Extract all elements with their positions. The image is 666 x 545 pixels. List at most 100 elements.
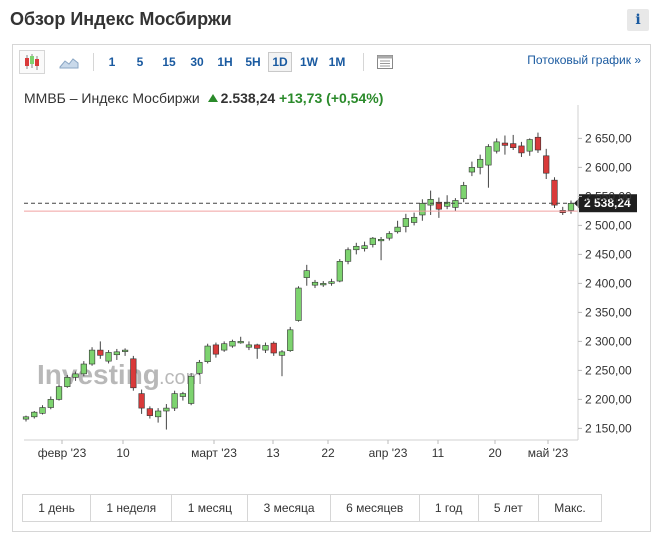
candle-body-up — [402, 218, 409, 227]
candle — [262, 342, 269, 353]
candle — [501, 135, 509, 155]
y-tick-label: 2 450,00 — [585, 247, 632, 261]
timeframe-1h[interactable]: 1H — [217, 55, 233, 69]
y-tick-label: 2 600,00 — [585, 160, 632, 174]
candle — [377, 237, 385, 261]
x-tick-label: 11 — [432, 446, 445, 460]
area-chart-icon[interactable] — [56, 50, 82, 74]
candle — [493, 138, 500, 154]
candle — [229, 339, 236, 348]
price-change-percent: (+0,54%) — [326, 90, 384, 106]
candle — [394, 220, 401, 234]
candle — [188, 373, 195, 406]
candle-body-up — [171, 393, 178, 409]
candle-body-up — [444, 201, 451, 207]
candle-body-up — [477, 158, 484, 168]
candle-body-down — [254, 344, 261, 349]
range-1-month[interactable]: 1 месяц — [172, 495, 249, 521]
price-chart[interactable]: Investing .com 2 538,24 2 150,00 2 200,00… — [13, 45, 650, 485]
timeframe-5h[interactable]: 5H — [245, 55, 261, 69]
candle — [171, 390, 178, 411]
candle-body-down — [97, 349, 104, 356]
candle-body-up — [55, 386, 63, 400]
candle-body-up — [245, 344, 253, 348]
candle — [287, 326, 294, 352]
candle-body-up — [526, 139, 533, 152]
timeframe-1[interactable]: 1 — [108, 55, 116, 69]
candle — [353, 242, 360, 255]
candle — [237, 336, 244, 344]
candle — [311, 279, 319, 289]
candle-body-up — [237, 341, 244, 344]
candle-body-up — [460, 185, 467, 200]
candle — [460, 181, 467, 203]
candlestick-chart-icon[interactable] — [19, 50, 45, 74]
settings-panel-icon[interactable] — [372, 50, 398, 74]
candle — [72, 371, 79, 381]
timeframe-30[interactable]: 30 — [190, 55, 204, 69]
candle — [386, 231, 393, 241]
candle-body-down — [270, 342, 277, 354]
y-tick-label: 2 200,00 — [585, 392, 632, 406]
x-tick-label: 20 — [488, 446, 502, 460]
candle — [105, 350, 112, 364]
candle-body-down — [212, 344, 220, 355]
range-1-day[interactable]: 1 день — [23, 495, 92, 521]
range-1-year[interactable]: 1 год — [420, 495, 479, 521]
x-tick-label: апр '23 — [369, 446, 408, 460]
candle — [344, 247, 352, 265]
candle-body-up — [419, 203, 426, 216]
toolbar-divider — [93, 53, 94, 71]
range-6-months[interactable]: 6 месяцев — [331, 495, 420, 521]
candle — [419, 199, 426, 221]
candle — [155, 408, 162, 423]
candle-body-up — [320, 283, 327, 286]
timeframe-1d[interactable]: 1D — [268, 52, 292, 72]
candle — [204, 343, 211, 364]
timeframe-5[interactable]: 5 — [136, 55, 144, 69]
page-title: Обзор Индекс Мосбиржи — [10, 9, 232, 29]
candle — [179, 391, 186, 401]
candle — [477, 154, 484, 175]
candle — [39, 405, 46, 415]
range-1-week[interactable]: 1 неделя — [91, 495, 173, 521]
range-3-months[interactable]: 3 месяца — [248, 495, 331, 521]
candle — [31, 411, 38, 419]
timeframe-1w[interactable]: 1W — [300, 55, 318, 69]
candle — [113, 348, 120, 360]
x-tick-label: май '23 — [528, 446, 569, 460]
candle — [163, 404, 170, 430]
x-tick-label: 10 — [116, 446, 130, 460]
candle — [468, 161, 476, 177]
x-tick-label: февр '23 — [38, 446, 87, 460]
x-tick-label: 13 — [266, 446, 280, 460]
candle-body-down — [543, 155, 550, 174]
timeframe-1m[interactable]: 1M — [328, 55, 346, 69]
candle-body-up — [361, 245, 368, 249]
instrument-name: ММВБ – Индекс Мосбиржи — [24, 90, 200, 106]
candle-body-down — [435, 201, 442, 210]
candle — [138, 389, 145, 414]
range-5-years[interactable]: 5 лет — [479, 495, 539, 521]
candle — [97, 341, 104, 359]
candle-body-up — [47, 399, 54, 408]
info-button[interactable]: i — [627, 9, 649, 31]
last-price-label: 2 538,24 — [584, 196, 631, 210]
candle-body-up — [377, 239, 385, 242]
candle-body-up — [278, 351, 286, 356]
candle — [88, 347, 96, 366]
candle — [270, 341, 277, 356]
candle-body-down — [146, 408, 153, 416]
streaming-chart-link[interactable]: Потоковый график » — [527, 53, 641, 67]
candle — [303, 264, 310, 286]
timeframe-15[interactable]: 15 — [162, 55, 176, 69]
candle — [518, 141, 525, 157]
candle-body-up — [344, 249, 352, 262]
candle — [254, 343, 261, 359]
range-max[interactable]: Макс. — [554, 501, 586, 515]
candle — [295, 286, 302, 322]
candle-body-up — [155, 410, 162, 418]
candle-body-up — [196, 361, 203, 374]
candle-body-up — [303, 270, 310, 278]
candle — [435, 197, 442, 218]
